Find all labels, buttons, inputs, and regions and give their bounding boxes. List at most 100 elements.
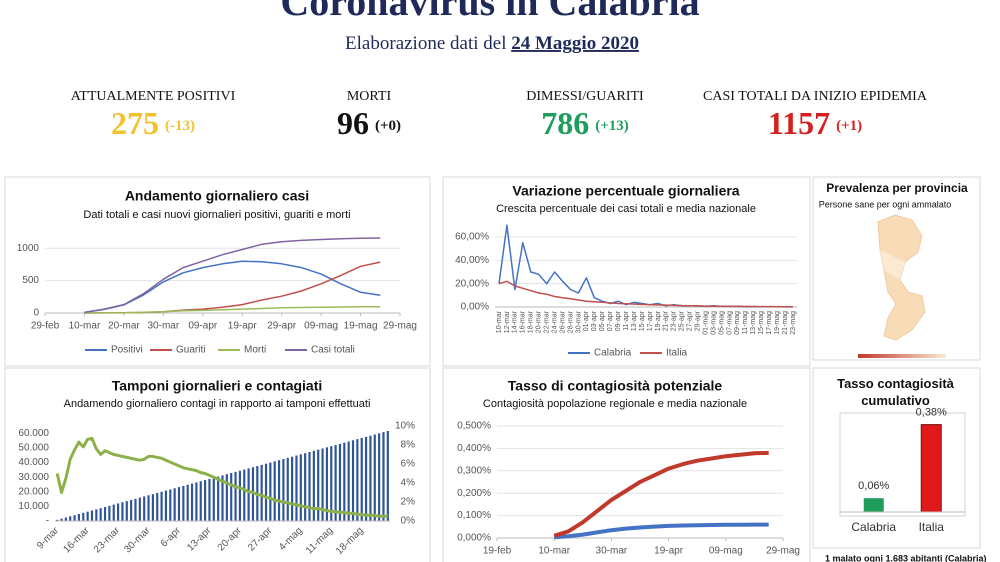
y-tick-label: 0,300% bbox=[457, 465, 491, 476]
bar bbox=[338, 443, 342, 521]
x-tick-label: 09-apr bbox=[615, 310, 622, 331]
x-tick-label: 19-feb bbox=[483, 546, 512, 557]
bar bbox=[230, 473, 233, 521]
legend-label: Morti bbox=[244, 345, 266, 356]
bar bbox=[86, 511, 89, 521]
x-tick-label: 29-apr bbox=[695, 310, 702, 331]
y-tick-label: - bbox=[46, 516, 49, 527]
x-tick-label: 26-mar bbox=[559, 310, 566, 333]
bar bbox=[90, 510, 94, 521]
bar bbox=[82, 512, 85, 521]
kpi-value: 96 bbox=[337, 105, 369, 141]
bar bbox=[243, 469, 246, 521]
bar bbox=[147, 495, 150, 521]
y-tick-label: 20,00% bbox=[455, 278, 489, 289]
x-tick-label: 07-apr bbox=[607, 310, 614, 331]
bar bbox=[182, 485, 185, 521]
bar bbox=[186, 484, 189, 521]
series-line bbox=[554, 522, 769, 540]
series-line bbox=[553, 450, 769, 538]
map-title: Prevalenza per provincia bbox=[826, 181, 968, 195]
bar bbox=[347, 441, 350, 521]
kpi-delta: (+0) bbox=[375, 118, 401, 134]
legend-label: Calabria bbox=[594, 348, 632, 359]
kpi-label: ATTUALMENTE POSITIVI bbox=[71, 89, 236, 104]
x-tick-label: 15-mag bbox=[758, 311, 765, 335]
bar bbox=[378, 433, 381, 521]
x-tick-label: 19-mag bbox=[774, 311, 781, 335]
bar bbox=[317, 449, 320, 521]
y-tick-label: 20.000 bbox=[18, 486, 49, 497]
x-tick-label: 19-apr bbox=[654, 546, 684, 557]
bar bbox=[190, 483, 194, 521]
chart-subtitle: Contagiosità popolazione regionale e med… bbox=[483, 398, 747, 410]
inner-box bbox=[839, 412, 966, 517]
x-tick-label: 05-apr bbox=[599, 310, 606, 331]
bar bbox=[360, 437, 363, 521]
bar bbox=[164, 490, 168, 521]
panel bbox=[4, 367, 431, 562]
bar bbox=[173, 488, 176, 521]
bar bbox=[863, 498, 884, 512]
bar bbox=[199, 481, 202, 521]
footer: 1 malato ogni 1.683 abitanti (Calabria) bbox=[825, 553, 987, 562]
kpi-value: 1157 bbox=[768, 105, 830, 141]
series-line bbox=[84, 306, 381, 314]
x-tick-label: 17-apr bbox=[647, 310, 654, 331]
bar bbox=[312, 450, 315, 521]
chart-title: Variazione percentuale giornaliera bbox=[512, 183, 739, 199]
bar bbox=[160, 491, 163, 521]
y-tick-label: 6% bbox=[401, 459, 416, 470]
bar bbox=[351, 440, 355, 521]
y-tick-label: 40,00% bbox=[455, 255, 489, 266]
x-tick-label: 22-mar bbox=[544, 310, 551, 333]
x-tick-label: 09-apr bbox=[188, 321, 218, 332]
chart-title: Tasso di contagiosità potenziale bbox=[508, 378, 723, 394]
chart-subtitle: Andamendo giornaliero contagi in rapport… bbox=[64, 398, 371, 410]
kpi-label: CASI TOTALI DA INIZIO EPIDEMIA bbox=[703, 89, 928, 104]
x-tick-label: 03-apr bbox=[591, 310, 598, 331]
x-tick-label: 30-mar bbox=[147, 321, 179, 332]
subtitle-text: Elaborazione dati del bbox=[345, 33, 506, 54]
x-tick-label: 13-apr bbox=[631, 310, 638, 331]
bar bbox=[121, 502, 124, 521]
bar bbox=[169, 489, 172, 521]
y-tick-label: 0,200% bbox=[457, 488, 491, 499]
x-tick-label: 28-mar bbox=[567, 310, 574, 333]
chart-title: Tamponi giornalieri e contagiati bbox=[112, 378, 323, 394]
x-tick-label: 25-apr bbox=[679, 310, 686, 331]
bar bbox=[156, 492, 159, 521]
bar bbox=[112, 504, 115, 521]
x-tick-label: 19-mag bbox=[344, 321, 378, 332]
x-tick-label: 23-apr bbox=[671, 310, 678, 331]
x-tick-label: 01-mag bbox=[702, 311, 709, 335]
legend-label: Italia bbox=[666, 348, 688, 359]
x-tick-label: 15-apr bbox=[639, 310, 646, 331]
x-tick-label: 19-apr bbox=[228, 321, 258, 332]
chart-title: Tasso contagiosità cumulativo bbox=[837, 376, 954, 408]
bar bbox=[325, 447, 329, 521]
y-tick-label: 2% bbox=[401, 497, 416, 508]
x-tick-label: 29-mag bbox=[766, 546, 800, 557]
bar bbox=[304, 453, 307, 521]
kpi-label: DIMESSI/GUARITI bbox=[526, 89, 644, 104]
bar bbox=[373, 434, 376, 521]
bar bbox=[308, 452, 311, 521]
y-tick-label: 4% bbox=[401, 478, 416, 489]
map-subtitle: Persone sane per ogni ammalato bbox=[819, 199, 952, 209]
bar bbox=[295, 455, 298, 521]
kpi-delta: (+13) bbox=[595, 118, 629, 134]
y-tick-label: 0 bbox=[33, 308, 39, 319]
x-tick-label: 30-mar bbox=[596, 546, 628, 557]
y-tick-label: 10.000 bbox=[18, 501, 49, 512]
bar bbox=[330, 446, 333, 521]
bar bbox=[151, 494, 154, 521]
chart-subtitle: Dati totali e casi nuovi giornalieri pos… bbox=[83, 209, 350, 221]
bar bbox=[369, 435, 372, 521]
legend-label: Guariti bbox=[176, 345, 205, 356]
y-tick-label: 0,000% bbox=[457, 533, 491, 544]
bar bbox=[204, 480, 207, 521]
y-tick-label: 30.000 bbox=[18, 472, 49, 483]
bar bbox=[282, 459, 285, 521]
x-tick-label: 09-mag bbox=[304, 321, 338, 332]
